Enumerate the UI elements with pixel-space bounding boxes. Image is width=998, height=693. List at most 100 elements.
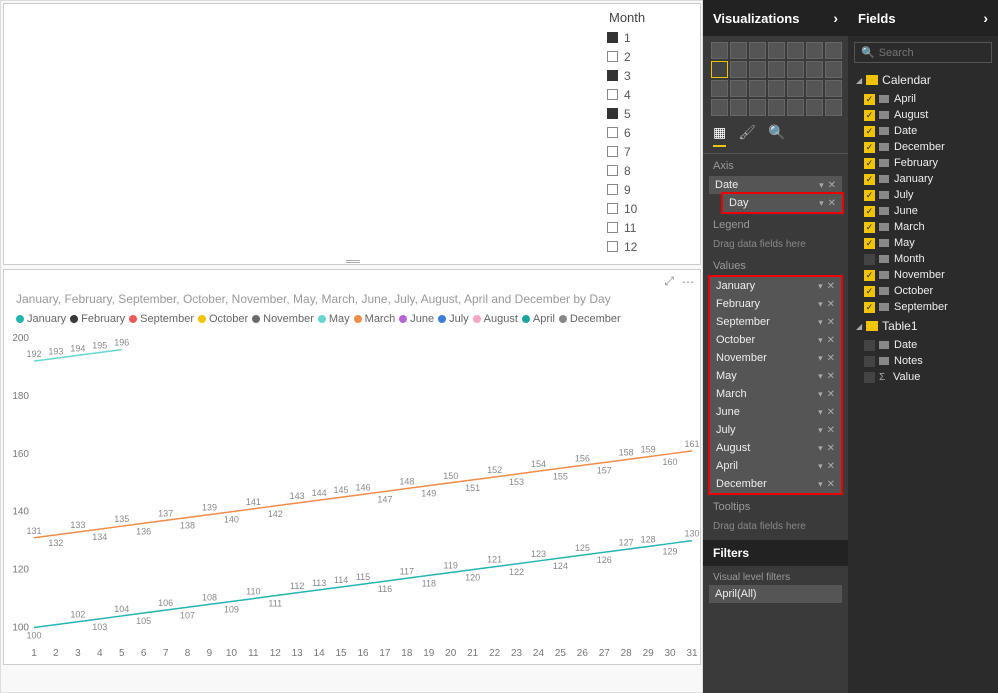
field-checkbox[interactable]: ✓ <box>864 302 875 313</box>
field-checkbox[interactable]: ✓ <box>864 238 875 249</box>
field-checkbox[interactable]: ✓ <box>864 174 875 185</box>
viz-type-icon[interactable] <box>749 80 766 97</box>
viz-type-icon[interactable] <box>730 61 747 78</box>
legend-item[interactable]: January <box>16 313 66 325</box>
legend-item[interactable]: April <box>522 313 555 325</box>
slicer-checkbox[interactable] <box>607 70 618 81</box>
viz-type-icon[interactable] <box>787 80 804 97</box>
field-checkbox[interactable]: ✓ <box>864 270 875 281</box>
dropdown-caret-icon[interactable]: ▾ <box>819 180 824 191</box>
slicer-checkbox[interactable] <box>607 203 618 214</box>
viz-type-icon[interactable] <box>825 61 842 78</box>
fields-search[interactable]: 🔍 <box>854 42 992 63</box>
slicer-item[interactable]: 4 <box>607 85 637 104</box>
collapse-chevron-icon[interactable]: › <box>833 10 838 26</box>
viz-type-icon[interactable] <box>749 99 766 116</box>
filters-header[interactable]: Filters <box>703 540 848 566</box>
field-row[interactable]: Date <box>860 337 998 353</box>
remove-field-icon[interactable]: ✕ <box>827 317 835 328</box>
remove-field-icon[interactable]: ✕ <box>827 389 835 400</box>
axis-well[interactable]: Date▾✕Day▾✕ <box>709 176 842 212</box>
slicer-item[interactable]: 7 <box>607 142 637 161</box>
values-field-item[interactable]: December▾✕ <box>710 475 841 493</box>
field-row[interactable]: ✓December <box>860 139 998 155</box>
values-field-item[interactable]: May▾✕ <box>710 367 841 385</box>
values-well[interactable]: January▾✕February▾✕September▾✕October▾✕N… <box>708 275 843 495</box>
field-checkbox[interactable] <box>864 372 875 383</box>
values-field-item[interactable]: October▾✕ <box>710 331 841 349</box>
focus-mode-icon[interactable]: ⤢ <box>664 274 674 289</box>
field-row[interactable]: ✓May <box>860 235 998 251</box>
remove-field-icon[interactable]: ✕ <box>827 335 835 346</box>
dropdown-caret-icon[interactable]: ▾ <box>818 317 823 328</box>
dropdown-caret-icon[interactable]: ▾ <box>818 443 823 454</box>
viz-type-icon[interactable] <box>711 42 728 59</box>
remove-field-icon[interactable]: ✕ <box>827 479 835 490</box>
field-row[interactable]: ✓February <box>860 155 998 171</box>
visualizations-header[interactable]: Visualizations › <box>703 0 848 36</box>
remove-field-icon[interactable]: ✕ <box>827 299 835 310</box>
viz-type-icon[interactable] <box>711 61 728 78</box>
field-row[interactable]: ✓March <box>860 219 998 235</box>
remove-field-icon[interactable]: ✕ <box>827 425 835 436</box>
viz-type-icon[interactable] <box>749 61 766 78</box>
values-field-item[interactable]: September▾✕ <box>710 313 841 331</box>
slicer-checkbox[interactable] <box>607 146 618 157</box>
legend-item[interactable]: October <box>198 313 248 325</box>
slicer-visual[interactable]: Month 123456789101112 <box>3 3 701 265</box>
legend-item[interactable]: November <box>252 313 314 325</box>
viz-type-icon[interactable] <box>711 99 728 116</box>
legend-item[interactable]: February <box>70 313 125 325</box>
field-checkbox[interactable]: ✓ <box>864 206 875 217</box>
dropdown-caret-icon[interactable]: ▾ <box>818 353 823 364</box>
dropdown-caret-icon[interactable]: ▾ <box>818 371 823 382</box>
search-input[interactable] <box>879 47 985 59</box>
dropdown-caret-icon[interactable]: ▾ <box>818 425 823 436</box>
viz-type-icon[interactable] <box>806 80 823 97</box>
field-checkbox[interactable] <box>864 340 875 351</box>
field-checkbox[interactable]: ✓ <box>864 110 875 121</box>
fields-header[interactable]: Fields › <box>848 0 998 36</box>
slicer-checkbox[interactable] <box>607 32 618 43</box>
slicer-checkbox[interactable] <box>607 241 618 252</box>
tooltips-well-placeholder[interactable]: Drag data fields here <box>703 517 848 536</box>
remove-field-icon[interactable]: ✕ <box>827 371 835 382</box>
viz-type-icon[interactable] <box>711 80 728 97</box>
slicer-item[interactable]: 10 <box>607 199 637 218</box>
more-options-icon[interactable]: ⋯ <box>682 275 694 289</box>
dropdown-caret-icon[interactable]: ▾ <box>818 299 823 310</box>
viz-type-icon[interactable] <box>825 99 842 116</box>
slicer-checkbox[interactable] <box>607 127 618 138</box>
viz-type-icon[interactable] <box>768 42 785 59</box>
field-row[interactable]: ✓June <box>860 203 998 219</box>
dropdown-caret-icon[interactable]: ▾ <box>818 389 823 400</box>
viz-type-icon[interactable] <box>749 42 766 59</box>
viz-type-icon[interactable] <box>825 80 842 97</box>
legend-item[interactable]: September <box>129 313 194 325</box>
viz-type-icon[interactable] <box>787 61 804 78</box>
values-field-item[interactable]: November▾✕ <box>710 349 841 367</box>
axis-field-item[interactable]: Day▾✕ <box>723 194 842 212</box>
field-row[interactable]: ΣValue <box>860 369 998 385</box>
field-row[interactable]: ✓November <box>860 267 998 283</box>
remove-field-icon[interactable]: ✕ <box>827 281 835 292</box>
field-row[interactable]: ✓August <box>860 107 998 123</box>
slicer-item[interactable]: 12 <box>607 237 637 256</box>
table-header[interactable]: ◢Table1 <box>848 315 998 337</box>
slicer-item[interactable]: 9 <box>607 180 637 199</box>
dropdown-caret-icon[interactable]: ▾ <box>818 479 823 490</box>
fields-tab-icon[interactable]: ▦ <box>713 124 726 147</box>
legend-item[interactable]: December <box>559 313 621 325</box>
slicer-checkbox[interactable] <box>607 108 618 119</box>
slicer-item[interactable]: 8 <box>607 161 637 180</box>
viz-type-icon[interactable] <box>787 99 804 116</box>
field-checkbox[interactable]: ✓ <box>864 94 875 105</box>
analytics-tab-icon[interactable]: 🔍 <box>768 124 785 147</box>
viz-type-icon[interactable] <box>768 80 785 97</box>
collapse-chevron-icon[interactable]: › <box>983 10 988 26</box>
viz-type-icon[interactable] <box>806 42 823 59</box>
slicer-checkbox[interactable] <box>607 51 618 62</box>
dropdown-caret-icon[interactable]: ▾ <box>818 281 823 292</box>
line-chart-visual[interactable]: ⤢ ⋯ January, February, September, Octobe… <box>3 269 701 665</box>
field-checkbox[interactable] <box>864 356 875 367</box>
